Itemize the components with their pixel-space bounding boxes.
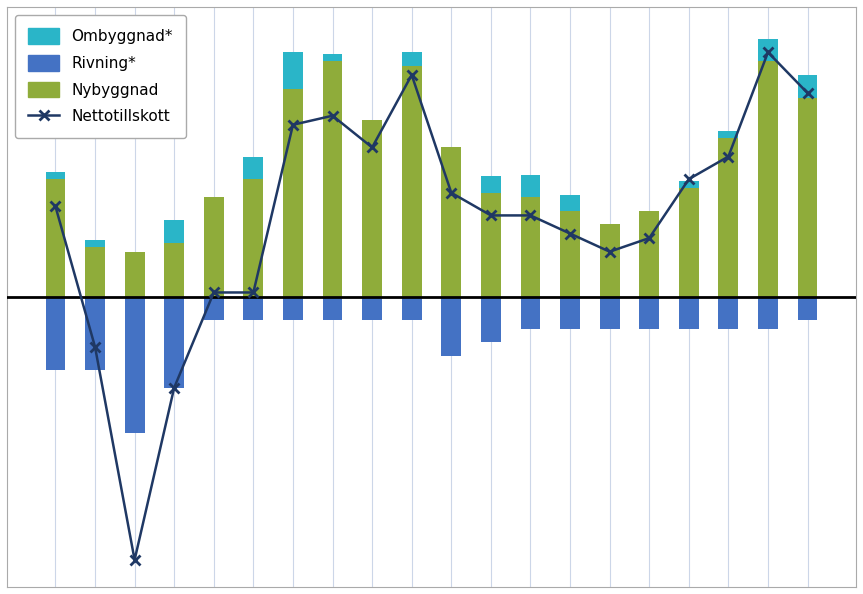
Bar	[600, 297, 620, 328]
Bar	[46, 179, 66, 297]
Bar	[85, 297, 105, 369]
Bar	[758, 61, 778, 297]
Bar	[520, 197, 540, 297]
Bar	[402, 52, 422, 66]
Bar	[204, 297, 224, 320]
Bar	[402, 297, 422, 320]
Bar	[362, 297, 382, 320]
Bar	[758, 39, 778, 61]
Bar	[323, 54, 343, 61]
Bar	[402, 66, 422, 297]
Bar	[323, 61, 343, 297]
Bar	[719, 138, 738, 297]
Bar	[520, 297, 540, 328]
Bar	[758, 297, 778, 328]
Bar	[164, 242, 184, 297]
Bar	[46, 297, 66, 369]
Bar	[679, 297, 699, 328]
Bar	[441, 297, 461, 356]
Bar	[560, 297, 580, 328]
Bar	[362, 120, 382, 297]
Bar	[679, 181, 699, 188]
Bar	[639, 297, 659, 328]
Bar	[164, 297, 184, 388]
Bar	[719, 131, 738, 138]
Bar	[164, 220, 184, 242]
Bar	[679, 188, 699, 297]
Bar	[560, 211, 580, 297]
Bar	[204, 197, 224, 297]
Bar	[560, 195, 580, 211]
Bar	[639, 211, 659, 297]
Bar	[283, 297, 303, 320]
Bar	[125, 297, 144, 433]
Legend: Ombyggnad*, Rivning*, Nybyggnad, Nettotillskott: Ombyggnad*, Rivning*, Nybyggnad, Nettoti…	[15, 15, 186, 138]
Bar	[243, 156, 263, 179]
Bar	[323, 297, 343, 320]
Bar	[283, 52, 303, 89]
Bar	[797, 97, 817, 297]
Bar	[283, 89, 303, 297]
Bar	[600, 225, 620, 297]
Bar	[481, 193, 501, 297]
Bar	[46, 172, 66, 179]
Bar	[520, 175, 540, 197]
Bar	[85, 240, 105, 247]
Bar	[797, 297, 817, 320]
Bar	[481, 297, 501, 342]
Bar	[481, 176, 501, 193]
Bar	[441, 147, 461, 297]
Bar	[243, 297, 263, 320]
Bar	[797, 75, 817, 97]
Bar	[85, 247, 105, 297]
Bar	[125, 252, 144, 297]
Bar	[719, 297, 738, 328]
Bar	[243, 179, 263, 297]
